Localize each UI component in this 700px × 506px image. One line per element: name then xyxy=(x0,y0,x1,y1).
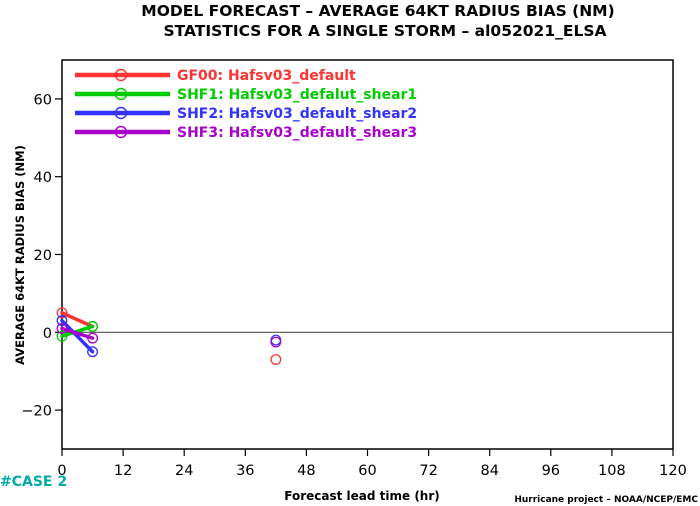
data-point xyxy=(87,321,99,332)
data-point xyxy=(87,332,99,344)
legend-marker xyxy=(114,68,128,82)
y-tick-label: 0 xyxy=(43,326,52,342)
y-axis-label: AVERAGE 64KT RADIUS BIAS (NM) xyxy=(13,145,27,365)
data-point xyxy=(56,315,68,327)
x-tick-label: 120 xyxy=(659,463,687,479)
x-tick-label: 108 xyxy=(598,463,626,479)
legend-marker xyxy=(114,106,128,120)
x-tick-label: 36 xyxy=(236,463,254,479)
legend-label: SHF3: Hafsv03_default_shear3 xyxy=(177,125,417,141)
data-point xyxy=(56,307,68,319)
data-point xyxy=(270,336,282,348)
legend: GF00: Hafsv03_default SHF1: Hafsv03_defal… xyxy=(75,68,417,141)
data-point xyxy=(56,330,68,342)
y-tick-label: 40 xyxy=(34,170,52,186)
x-tick-label: 24 xyxy=(175,463,193,479)
case-label: #CASE 2 xyxy=(0,474,67,490)
data-point xyxy=(87,346,99,358)
legend-marker xyxy=(114,125,128,139)
x-tick-label: 48 xyxy=(297,463,315,479)
credit-label: Hurricane project – NOAA/NCEP/EMC xyxy=(514,495,698,505)
series-line xyxy=(60,311,95,329)
data-point xyxy=(56,322,68,334)
legend-label: SHF1: Hafsv03_defalut_shear1 xyxy=(177,87,417,103)
x-tick-label: 96 xyxy=(542,463,560,479)
plot-area: 0 12 24 36 48 60 72 84 96 108 120 −20 0 20 40 60 xyxy=(21,92,686,479)
data-point xyxy=(270,354,282,365)
chart-title: MODEL FORECAST – AVERAGE 64KT RADIUS BIA… xyxy=(141,2,614,20)
y-tick-label: 60 xyxy=(34,92,52,108)
chart-subtitle: STATISTICS FOR A SINGLE STORM – al052021… xyxy=(163,22,606,40)
legend-label: GF00: Hafsv03_default xyxy=(177,68,356,84)
series-line xyxy=(60,318,95,354)
y-tick-label: −20 xyxy=(21,404,52,420)
x-tick-label: 84 xyxy=(480,463,498,479)
x-tick-label: 0 xyxy=(57,463,66,479)
x-axis-label: Forecast lead time (hr) xyxy=(284,489,440,503)
y-tick-label: 20 xyxy=(34,248,52,264)
legend-label: SHF2: Hafsv03_default_shear2 xyxy=(177,106,417,122)
x-tick-label: 72 xyxy=(419,463,437,479)
legend-marker xyxy=(114,87,128,101)
x-tick-label: 60 xyxy=(358,463,376,479)
x-tick-label: 12 xyxy=(114,463,132,479)
